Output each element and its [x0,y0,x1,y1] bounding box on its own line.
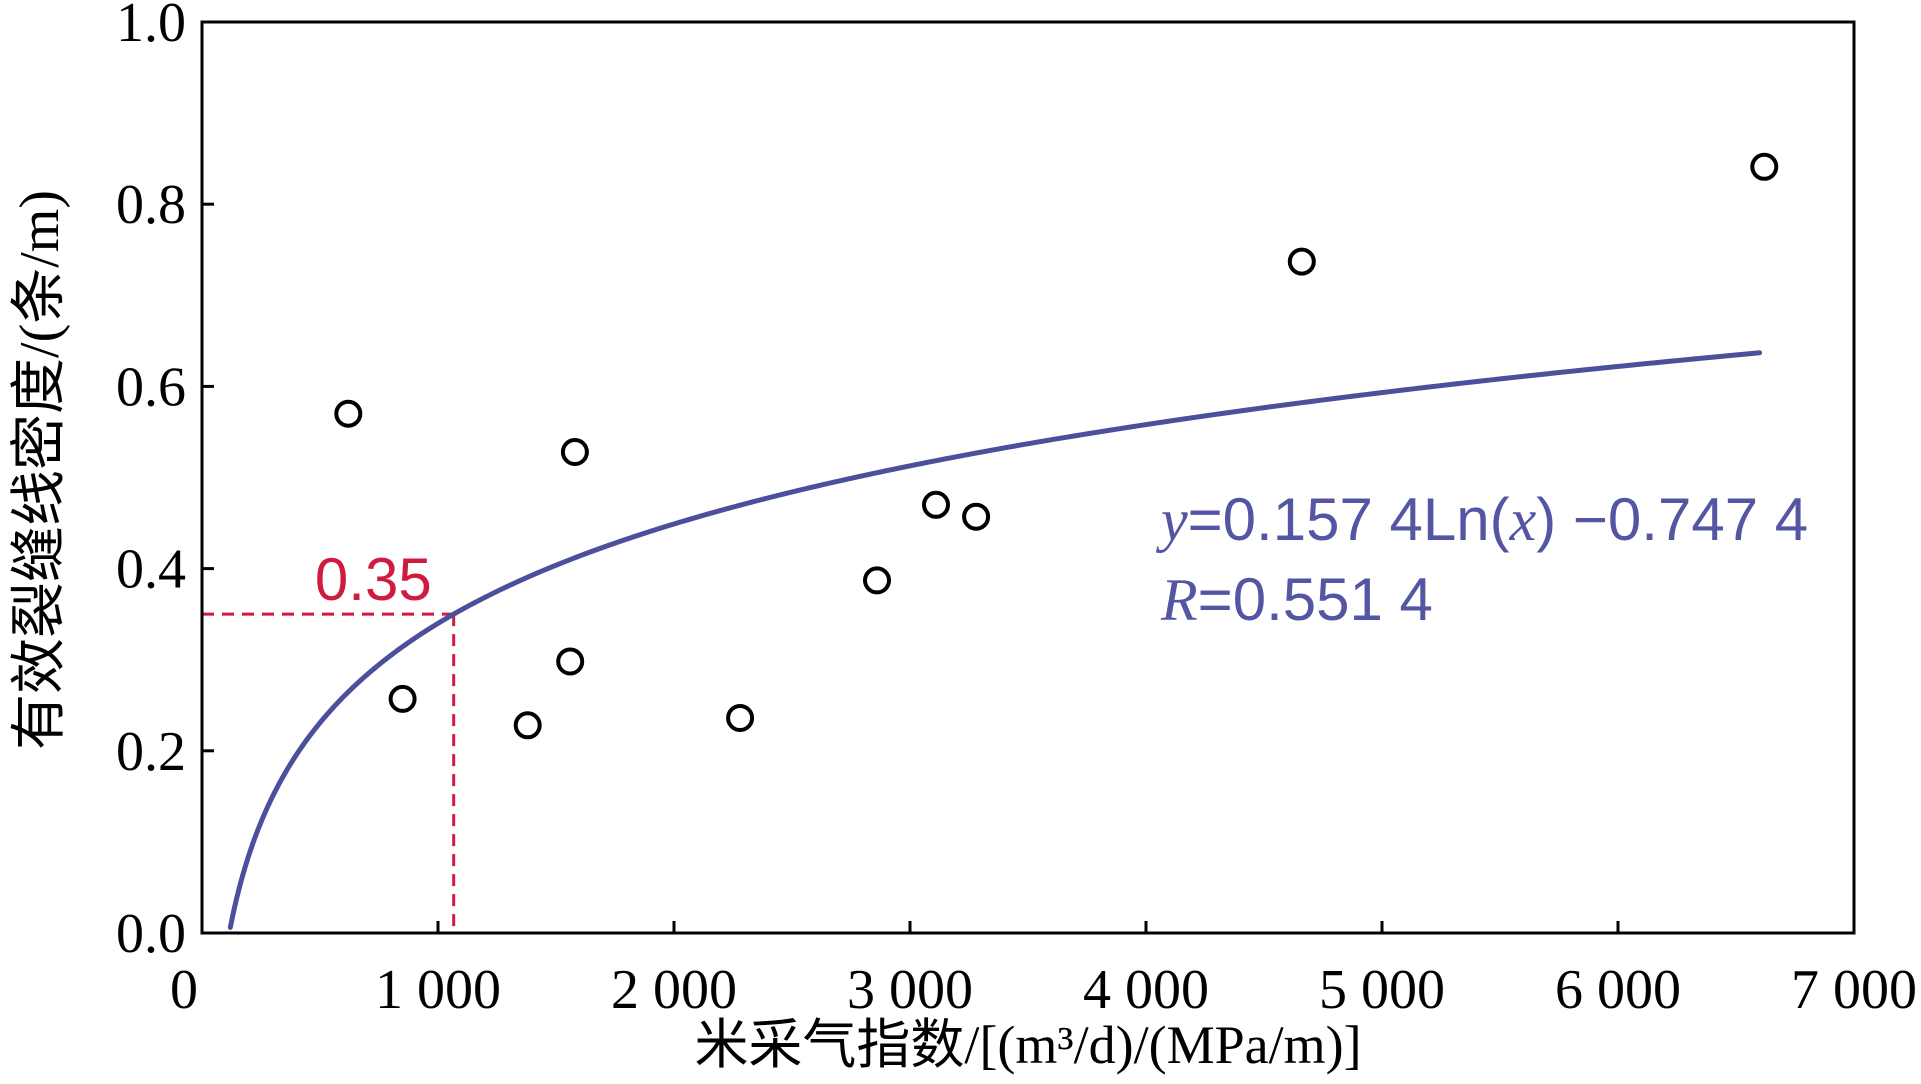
y-tick-label: 0.8 [116,174,186,236]
y-tick-label: 0.6 [116,356,186,418]
data-point [334,399,363,428]
data-point [513,711,542,740]
data-point [556,647,585,676]
reference-lines [202,612,456,933]
y-tick-label: 0.2 [116,721,186,783]
equation-intercept: ) −0.747 4 [1536,486,1808,553]
data-point [726,704,755,732]
x-axis-title: 米采气指数/[(m³/d)/(MPa/m)] [694,1015,1361,1075]
equation-coefficient: =0.157 4Ln( [1188,486,1510,553]
x-tick-label: 4 000 [1083,959,1209,1021]
data-points [334,152,1779,740]
equation-x-variable: x [1509,487,1537,553]
data-point [560,438,589,466]
plot-frame [200,20,1856,935]
y-tick-label: 0.0 [116,903,186,965]
x-tick-label: 5 000 [1319,959,1445,1021]
r-value-annotation: R=0.551 4 [1160,566,1433,633]
equation-annotation: y=0.157 4Ln(x) −0.747 4 [1155,486,1808,553]
x-tick-label: 6 000 [1555,959,1681,1021]
x-tick-label: 3 000 [847,959,973,1021]
y-tick-label: 0.4 [116,539,186,601]
reference-value-label: 0.35 [315,546,432,613]
equation-y-variable: y [1155,487,1188,553]
data-point [1287,247,1316,276]
fit-curve [227,350,1763,930]
r-symbol: R [1160,567,1198,633]
y-axis-title: 有效裂缝线密度/(条/m) [9,190,71,750]
axis-ticks [202,202,1620,933]
data-point [962,502,991,531]
r-value: =0.551 4 [1198,566,1433,633]
data-point [922,490,950,519]
x-tick-label: 1 000 [375,959,501,1021]
x-tick-labels: 0 1 000 2 000 3 000 4 000 5 000 6 000 7 000 [170,959,1917,1021]
data-point [1750,152,1779,181]
x-tick-label: 0 [170,959,198,1021]
x-tick-label: 7 000 [1791,959,1917,1021]
data-point [863,566,891,595]
x-tick-label: 2 000 [611,959,737,1021]
y-tick-labels: 0.0 0.2 0.4 0.6 0.8 1.0 [116,0,186,965]
y-tick-label: 1.0 [116,0,186,54]
fit-curve-layer [227,350,1763,930]
data-point [388,684,417,713]
